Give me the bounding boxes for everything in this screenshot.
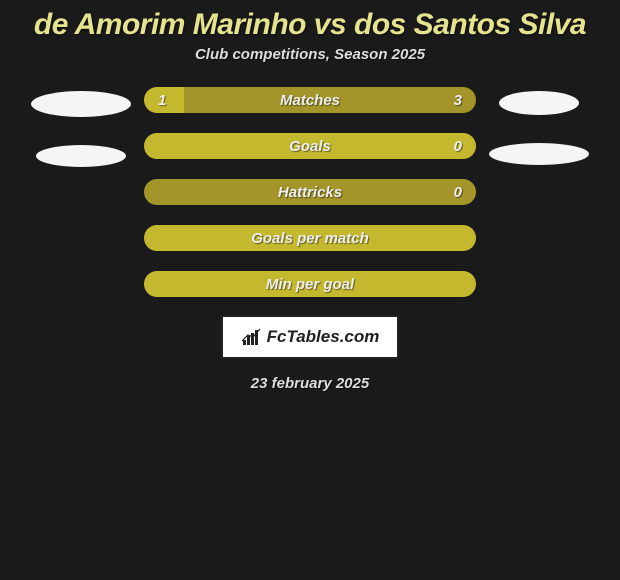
stat-bar: Goals 0: [144, 133, 476, 159]
stat-bar: 1 Matches 3: [144, 87, 476, 113]
bar-label: Goals per match: [251, 230, 369, 247]
footer: FcTables.com 23 february 2025: [0, 315, 620, 392]
bar-value-right: 0: [454, 138, 462, 155]
bar-label: Min per goal: [266, 276, 354, 293]
player-right-column: [484, 87, 594, 165]
page-title: de Amorim Marinho vs dos Santos Silva: [0, 0, 620, 46]
subtitle: Club competitions, Season 2025: [0, 46, 620, 87]
comparison-widget: de Amorim Marinho vs dos Santos Silva Cl…: [0, 0, 620, 392]
player-left-club-logo: [36, 145, 126, 167]
bar-value-right: 0: [454, 184, 462, 201]
player-right-club-logo: [489, 143, 589, 165]
bar-value-left: 1: [158, 92, 166, 109]
chart-area: 1 Matches 3 Goals 0 Hattricks 0 Goals per match…: [0, 87, 620, 297]
bar-label: Hattricks: [278, 184, 342, 201]
player-right-avatar: [499, 91, 579, 115]
chart-icon: [241, 328, 263, 346]
bar-value-right: 3: [454, 92, 462, 109]
stat-bar: Goals per match: [144, 225, 476, 251]
bars-container: 1 Matches 3 Goals 0 Hattricks 0 Goals per match…: [136, 87, 484, 297]
logo-box[interactable]: FcTables.com: [221, 315, 400, 359]
player-left-column: [26, 87, 136, 167]
bar-label: Goals: [289, 138, 331, 155]
date-label: 23 february 2025: [251, 375, 369, 392]
stat-bar: Min per goal: [144, 271, 476, 297]
player-left-avatar: [31, 91, 131, 117]
bar-label: Matches: [280, 92, 340, 109]
logo-text: FcTables.com: [267, 327, 380, 347]
stat-bar: Hattricks 0: [144, 179, 476, 205]
